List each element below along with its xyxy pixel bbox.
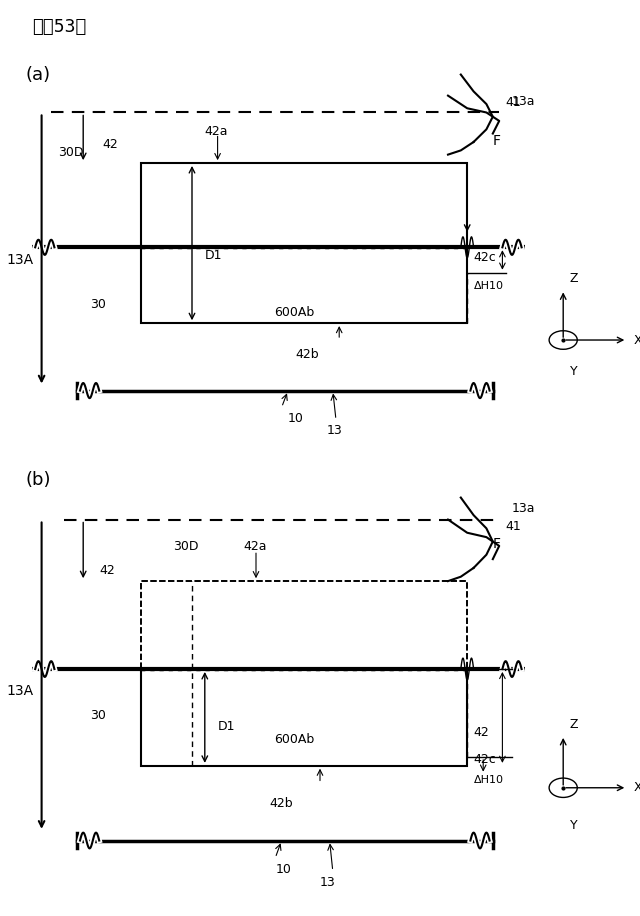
Text: 42b: 42b (270, 797, 293, 810)
Bar (141, 581, 467, 669)
Text: ΔH10: ΔH10 (474, 281, 504, 291)
Text: X: X (634, 333, 640, 346)
Text: ΔH10: ΔH10 (474, 775, 504, 785)
Text: Z: Z (570, 717, 578, 731)
Text: 600Ab: 600Ab (275, 733, 314, 746)
Text: 13A: 13A (6, 253, 33, 267)
Text: 30: 30 (90, 298, 106, 311)
Text: Y: Y (570, 365, 577, 378)
Text: Z: Z (570, 272, 578, 285)
Text: Y: Y (570, 819, 577, 832)
Text: (a): (a) (26, 66, 51, 84)
Text: 42: 42 (99, 563, 115, 576)
Text: 42c: 42c (474, 753, 497, 766)
Text: 42a: 42a (205, 125, 228, 137)
Bar (141, 581, 467, 766)
Text: 30D: 30D (173, 540, 198, 552)
Text: X: X (634, 781, 640, 794)
Text: 13: 13 (326, 424, 342, 437)
Text: 42: 42 (102, 137, 118, 151)
Bar (141, 669, 467, 766)
Text: 13a: 13a (512, 95, 536, 108)
Text: D1: D1 (205, 249, 222, 262)
Text: 13: 13 (320, 876, 336, 889)
Text: 42b: 42b (296, 348, 319, 362)
Text: 42a: 42a (243, 540, 267, 552)
Text: D1: D1 (218, 720, 235, 733)
Text: 41: 41 (506, 519, 522, 532)
Text: 13a: 13a (512, 502, 536, 515)
Text: F: F (493, 134, 501, 147)
Text: 【図53】: 【図53】 (32, 18, 86, 37)
Text: 30D: 30D (58, 146, 83, 158)
Text: 42: 42 (474, 726, 490, 739)
Text: 42c: 42c (474, 251, 497, 264)
Text: 30: 30 (90, 709, 106, 722)
Text: (b): (b) (26, 471, 51, 489)
Text: 10: 10 (275, 863, 291, 876)
Bar (141, 163, 467, 323)
Text: 600Ab: 600Ab (275, 306, 314, 320)
Text: 41: 41 (506, 95, 522, 109)
Text: 10: 10 (288, 411, 304, 425)
Text: 13A: 13A (6, 684, 33, 698)
Text: F: F (493, 537, 501, 551)
